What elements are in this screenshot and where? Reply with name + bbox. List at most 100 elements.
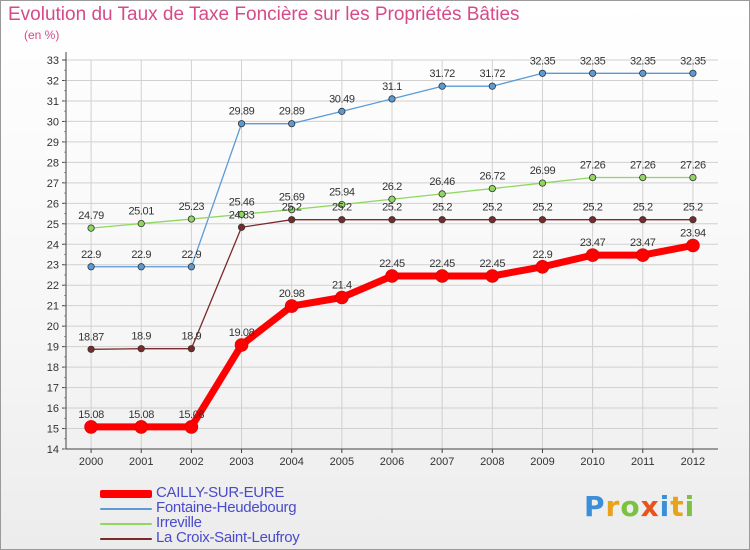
data-label: 32.35 [580, 55, 606, 67]
data-label: 23.94 [680, 227, 706, 239]
y-tick-label: 22 [47, 280, 59, 292]
series-point [338, 107, 346, 115]
x-tick-label: 2001 [129, 456, 153, 468]
data-label: 25.2 [482, 202, 502, 214]
y-tick-label: 15 [47, 424, 59, 436]
y-tick-label: 21 [47, 301, 59, 313]
series-point [488, 216, 496, 224]
series-point [635, 248, 650, 262]
series-point [589, 173, 597, 182]
data-label: 21.4 [332, 279, 352, 291]
data-label: 26.2 [382, 181, 402, 193]
data-label: 31.1 [382, 81, 402, 93]
y-axis-unit-label: (en %) [24, 28, 60, 42]
data-label: 32.35 [680, 55, 706, 67]
series-point [485, 269, 500, 283]
y-tick-label: 29 [47, 137, 59, 149]
data-label: 27.26 [680, 160, 706, 172]
legend-label: Fontaine-Heudebourg [156, 499, 297, 516]
legend-label: La Croix-Saint-Leufroy [156, 529, 300, 546]
data-label: 25.2 [282, 202, 302, 214]
data-label: 22.9 [81, 249, 101, 261]
series-point [137, 219, 145, 228]
series-point [435, 269, 449, 283]
series-point [689, 69, 697, 77]
data-label: 25.94 [329, 187, 355, 199]
series-point [686, 238, 700, 253]
y-tick-label: 14 [47, 444, 59, 456]
data-label: 22.45 [480, 258, 506, 270]
data-label: 25.23 [179, 201, 205, 213]
series-point [639, 173, 647, 182]
x-tick-label: 2005 [330, 456, 354, 468]
series-point [639, 69, 647, 77]
data-label: 32.35 [630, 55, 656, 67]
data-label: 25.2 [633, 202, 653, 214]
legend-label: Irreville [156, 514, 202, 531]
data-label: 25.2 [432, 202, 452, 214]
x-tick-label: 2007 [430, 456, 454, 468]
x-tick-label: 2000 [79, 456, 103, 468]
series-point [288, 216, 296, 224]
data-label: 31.72 [429, 68, 455, 80]
data-label: 26.46 [429, 176, 455, 188]
y-tick-label: 30 [47, 116, 59, 128]
logo-letter: P [584, 490, 606, 523]
data-label: 30.49 [329, 93, 355, 105]
logo-letter: i [659, 490, 671, 523]
chart-title: Evolution du Taux de Taxe Foncière sur l… [8, 4, 520, 25]
data-label: 25.01 [128, 206, 154, 218]
data-label: 25.2 [332, 202, 352, 214]
y-tick-label: 28 [47, 157, 59, 169]
x-tick-label: 2002 [179, 456, 203, 468]
x-tick-label: 2008 [480, 456, 504, 468]
series-point [388, 195, 396, 203]
y-tick-label: 33 [47, 55, 59, 67]
logo-letter: o [620, 490, 641, 523]
series-point [87, 263, 95, 271]
data-label: 29.89 [229, 106, 255, 118]
series-point [689, 173, 697, 182]
logo-letter: i [684, 490, 696, 523]
data-label: 19.08 [229, 327, 255, 339]
data-label: 15.08 [78, 409, 104, 421]
series-point [538, 69, 547, 77]
x-tick-label: 2012 [681, 456, 705, 468]
data-label: 15.08 [179, 409, 205, 421]
series-point [187, 263, 195, 271]
y-tick-label: 23 [47, 260, 59, 272]
series-point [438, 216, 446, 224]
legend-item: Fontaine-Heudebourg [100, 499, 360, 516]
series-point [689, 216, 697, 224]
series-point [385, 269, 399, 283]
series-point [338, 216, 346, 224]
grid-lines [66, 59, 718, 450]
series-layer [84, 69, 700, 434]
series-point [184, 420, 199, 434]
data-label: 24.83 [229, 209, 255, 221]
y-tick-label: 20 [47, 321, 59, 333]
x-tick-label: 2009 [530, 456, 554, 468]
y-tick-label: 17 [47, 383, 59, 395]
x-tick-label: 2004 [279, 456, 303, 468]
data-label: 25.2 [683, 202, 703, 214]
y-tick-label: 24 [47, 239, 59, 251]
y-tick-label: 32 [47, 75, 59, 87]
series-point [288, 120, 296, 128]
data-label: 22.45 [379, 258, 405, 270]
series-point [187, 215, 195, 223]
data-label: 22.9 [181, 249, 201, 261]
data-label: 22.45 [429, 258, 455, 270]
series-point [134, 420, 149, 434]
data-label: 26.72 [480, 171, 506, 183]
data-label: 18.9 [131, 331, 151, 343]
legend-swatch [100, 490, 152, 498]
y-tick-label: 19 [47, 342, 59, 354]
data-label: 24.79 [78, 210, 104, 222]
data-label: 25.46 [229, 196, 255, 208]
data-label: 22.9 [131, 249, 151, 261]
series-point [538, 216, 547, 224]
series-point [87, 345, 95, 353]
series-point [137, 263, 145, 271]
